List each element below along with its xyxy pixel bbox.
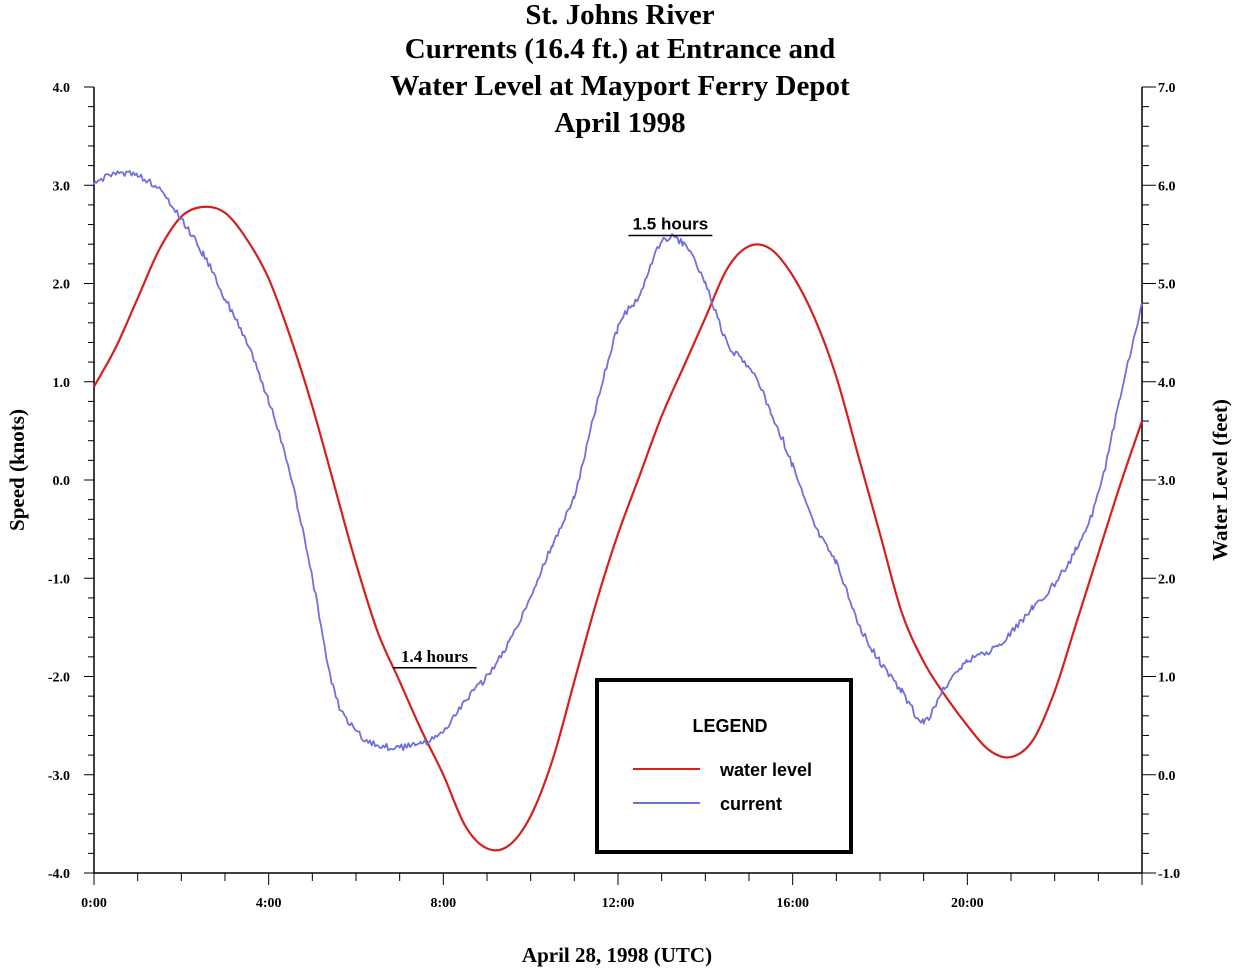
right-axis-ticks: 7.0 6.0 5.0 4.0 3.0 2.0 1.0 0.0 -1.0 xyxy=(1142,81,1180,882)
right-tick-label: 3.0 xyxy=(1158,474,1176,489)
x-tick-label: 8:00 xyxy=(430,896,456,911)
right-tick-label: 1.0 xyxy=(1158,671,1176,686)
annotation-1-4-hours: 1.4 hours xyxy=(401,647,468,666)
legend-label-water-level: water level xyxy=(719,760,812,780)
left-tick-label: -4.0 xyxy=(48,867,70,882)
x-axis-label: April 28, 1998 (UTC) xyxy=(522,943,712,967)
left-tick-label: 3.0 xyxy=(53,179,71,194)
series-line-current xyxy=(93,170,1143,752)
left-tick-label: -2.0 xyxy=(48,671,70,686)
x-axis-ticks: 0:00 4:00 8:00 12:00 16:00 20:00 xyxy=(81,873,1143,911)
series-line-water-level xyxy=(93,205,1144,852)
right-tick-label: 6.0 xyxy=(1158,179,1176,194)
right-tick-label: 0.0 xyxy=(1158,769,1176,784)
left-tick-label: -1.0 xyxy=(48,572,70,587)
chart-title-line-2: Currents (16.4 ft.) at Entrance and xyxy=(405,33,835,65)
x-tick-label: 0:00 xyxy=(81,896,107,911)
x-tick-label: 20:00 xyxy=(951,896,984,911)
legend: LEGEND water level current xyxy=(595,678,853,854)
left-tick-label: 1.0 xyxy=(53,376,71,391)
left-tick-label: 2.0 xyxy=(53,278,71,293)
legend-label-current: current xyxy=(720,794,782,814)
right-tick-label: 2.0 xyxy=(1158,572,1176,587)
annotation-1-5-hours: 1.5 hours xyxy=(633,214,709,233)
left-tick-label: 4.0 xyxy=(53,81,71,96)
right-tick-label: 5.0 xyxy=(1158,278,1176,293)
left-tick-label: 0.0 xyxy=(53,474,71,489)
x-tick-label: 16:00 xyxy=(776,896,809,911)
chart-title-line-1: St. Johns River xyxy=(525,0,714,31)
chart-title-line-4: April 1998 xyxy=(554,107,685,139)
y-axis-right-label: Water Level (feet) xyxy=(1208,399,1232,561)
right-tick-label: 4.0 xyxy=(1158,376,1176,391)
chart-title-line-3: Water Level at Mayport Ferry Depot xyxy=(390,70,850,102)
x-tick-label: 12:00 xyxy=(602,896,635,911)
left-tick-label: -3.0 xyxy=(48,769,70,784)
right-tick-label: 7.0 xyxy=(1158,81,1176,96)
x-tick-label: 4:00 xyxy=(256,896,282,911)
right-tick-label: -1.0 xyxy=(1158,867,1180,882)
y-axis-left-label: Speed (knots) xyxy=(5,409,29,531)
legend-title: LEGEND xyxy=(692,716,767,736)
legend-box xyxy=(595,678,853,854)
left-axis-ticks: 4.0 3.0 2.0 1.0 0.0 -1.0 -2.0 -3.0 -4.0 xyxy=(48,81,94,882)
